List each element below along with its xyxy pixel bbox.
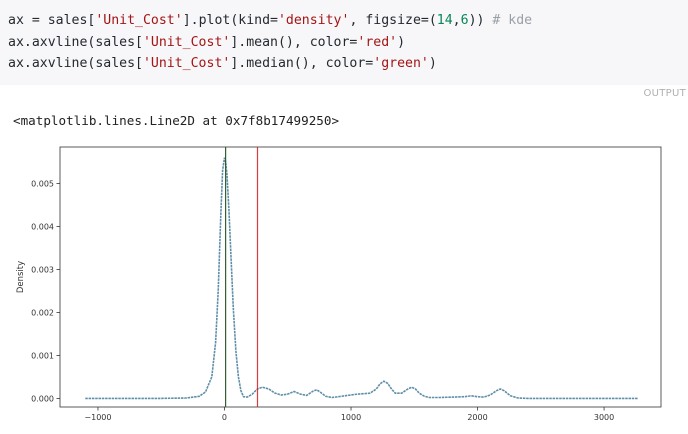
density-line [85, 157, 639, 400]
code-line-1: ax = sales['Unit_Cost'].plot(kind='densi… [8, 13, 533, 28]
y-tick-label: 0.002 [31, 308, 54, 317]
code-cell[interactable]: ax = sales['Unit_Cost'].plot(kind='densi… [0, 0, 688, 85]
y-tick-label: 0.004 [31, 223, 54, 232]
y-tick-label: 0.003 [31, 265, 54, 274]
code-line-3: ax.axvline(sales['Unit_Cost'].median(), … [8, 56, 437, 71]
x-tick-label: −1000 [84, 413, 111, 422]
y-tick-label: 0.005 [31, 180, 54, 189]
x-tick-label: 3000 [594, 413, 614, 422]
code-line-2: ax.axvline(sales['Unit_Cost'].mean(), co… [8, 34, 406, 50]
output-repr: <matplotlib.lines.Line2D at 0x7f8b174992… [13, 113, 340, 128]
plot-frame [59, 146, 662, 408]
x-tick-label: 2000 [467, 413, 487, 422]
y-axis-label: Density [16, 261, 26, 293]
density-chart: 0.000 0.001 0.002 0.003 0.004 0.005 −1000 0 1000… [16, 146, 662, 422]
y-tick-label: 0.001 [31, 351, 54, 360]
x-tick-label: 0 [222, 413, 227, 422]
y-tick-label: 0.000 [31, 394, 54, 403]
output-label: OUTPUT [643, 88, 686, 99]
x-tick-label: 1000 [341, 413, 361, 422]
